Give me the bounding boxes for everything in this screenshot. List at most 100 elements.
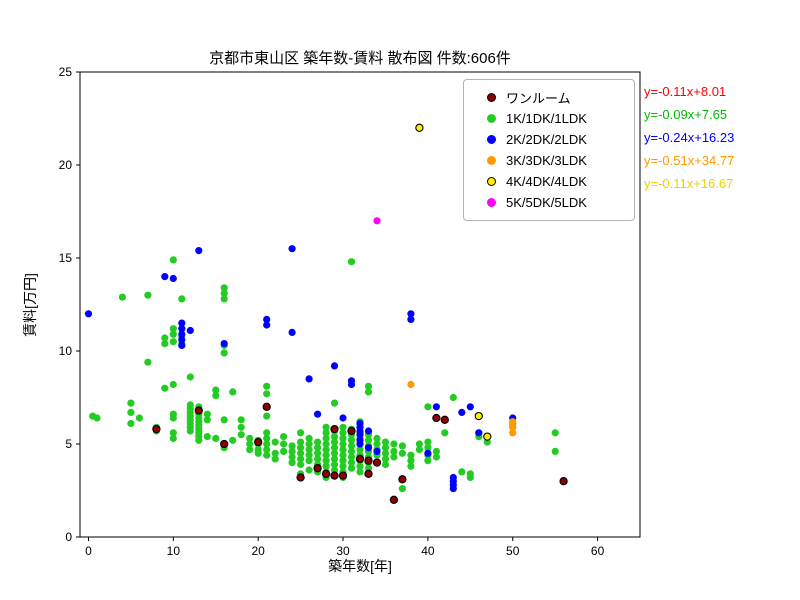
scatter-point (127, 399, 135, 407)
scatter-point (475, 429, 483, 437)
scatter-point (314, 455, 322, 463)
scatter-point (347, 447, 356, 455)
scatter-point (229, 436, 237, 444)
legend-marker-icon (487, 135, 496, 144)
scatter-point (254, 437, 263, 447)
scatter-point (263, 446, 271, 454)
scatter-point (169, 325, 177, 333)
x-tick-label: 40 (421, 544, 435, 558)
scatter-point (356, 462, 364, 470)
scatter-point (263, 429, 271, 437)
scatter-point (161, 384, 169, 392)
scatter-point (355, 454, 365, 464)
legend-marker-icon (487, 114, 496, 123)
scatter-point (280, 440, 288, 448)
scatter-point (313, 464, 322, 473)
scatter-point (356, 446, 364, 454)
legend-label: 5K/5DK/5LDK (506, 195, 587, 210)
scatter-point (144, 291, 152, 299)
scatter-point (127, 408, 135, 416)
x-tick-label: 50 (506, 544, 520, 558)
scatter-point (288, 447, 296, 455)
scatter-point (152, 424, 161, 434)
scatter-point (322, 423, 330, 431)
scatter-point (263, 451, 271, 459)
scatter-point (356, 431, 364, 439)
scatter-point (551, 429, 559, 437)
scatter-point (169, 434, 177, 442)
scatter-point (398, 449, 406, 457)
legend-marker-icon (487, 198, 496, 207)
scatter-point (288, 245, 296, 253)
regression-equation: y=-0.24x+16.23 (644, 130, 735, 145)
scatter-point (271, 438, 279, 446)
scatter-point (322, 440, 330, 448)
scatter-point (330, 460, 339, 469)
scatter-point (381, 438, 390, 446)
scatter-point (364, 464, 373, 472)
scatter-point (390, 453, 398, 461)
scatter-point (441, 429, 449, 437)
scatter-point (373, 440, 381, 448)
scatter-point (347, 436, 356, 444)
regression-equations: y=-0.11x+8.01 y=-0.09x+7.65 y=-0.24x+16.23… (644, 80, 734, 195)
legend-label: ワンルーム (506, 91, 571, 106)
scatter-point (220, 349, 228, 357)
scatter-point (84, 310, 93, 318)
scatter-point (322, 462, 330, 470)
scatter-point (144, 358, 152, 366)
scatter-point (407, 457, 415, 465)
scatter-point (347, 426, 356, 436)
scatter-point (398, 442, 406, 450)
scatter-point (178, 336, 186, 344)
scatter-point (297, 460, 305, 469)
scatter-point (297, 429, 305, 437)
scatter-point (263, 321, 271, 329)
scatter-point (432, 403, 440, 411)
scatter-point (432, 447, 440, 455)
scatter-point (169, 338, 177, 346)
scatter-point (288, 459, 296, 467)
scatter-point (288, 442, 296, 450)
scatter-point (424, 438, 432, 446)
scatter-point (364, 456, 373, 465)
scatter-point (314, 444, 322, 452)
scatter-point (263, 390, 271, 398)
scatter-point (220, 439, 229, 449)
scatter-point (220, 340, 228, 348)
regression-equation: y=-0.51x+34.77 (644, 153, 735, 168)
scatter-point (322, 457, 330, 465)
scatter-point (262, 402, 271, 411)
scatter-point (178, 341, 186, 349)
scatter-point (288, 453, 296, 461)
scatter-point (237, 423, 245, 431)
scatter-point (322, 446, 330, 454)
scatter-point (398, 475, 407, 484)
scatter-point (212, 386, 220, 394)
scatter-point (373, 217, 381, 225)
scatter-point (381, 449, 390, 457)
scatter-point (440, 415, 449, 424)
scatter-point (237, 416, 245, 424)
scatter-point (305, 466, 313, 474)
scatter-point (407, 315, 415, 323)
regression-equation: y=-0.11x+16.67 (644, 176, 734, 191)
scatter-point (407, 451, 415, 459)
scatter-point (381, 460, 390, 469)
legend: ワンルーム 1K/1DK/1LDK 2K/2DK/2LDK 3K/3DK/3LDK 4K… (463, 79, 635, 221)
scatter-point (314, 449, 322, 457)
scatter-point (339, 457, 347, 465)
scatter-point (169, 429, 177, 437)
scatter-point (330, 438, 339, 446)
scatter-point (263, 434, 271, 442)
scatter-point (390, 440, 398, 448)
scatter-point (161, 334, 169, 342)
scatter-point (339, 423, 347, 431)
scatter-point (339, 462, 347, 470)
scatter-point (559, 477, 568, 486)
scatter-point (415, 446, 423, 454)
scatter-point (178, 325, 186, 333)
scatter-point (338, 471, 348, 480)
scatter-point (297, 438, 305, 446)
